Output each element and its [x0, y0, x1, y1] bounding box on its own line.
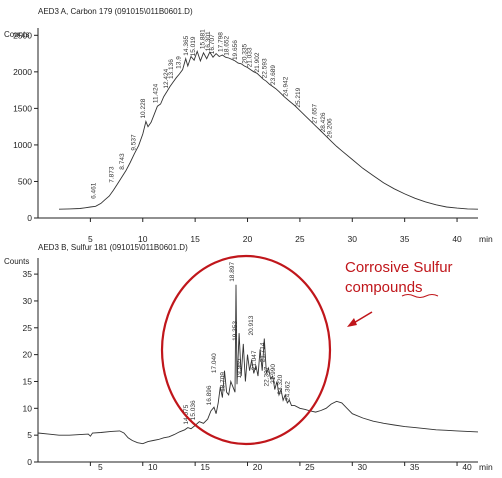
annotation-line-1: Corrosive Sulfur [345, 259, 453, 276]
sulfur-y-axis-label: Counts [4, 257, 29, 266]
carbon-peak-label: 18.652 [224, 35, 231, 55]
sulfur-y-tick-label: 25 [23, 323, 33, 333]
carbon-peak-label: 7.873 [108, 166, 115, 183]
carbon-peak-label: 25.219 [295, 87, 302, 107]
carbon-x-tick-label: 40 [452, 234, 462, 244]
carbon-peak-label: 17.798 [217, 32, 224, 52]
carbon-peak-label: 27.657 [312, 103, 319, 123]
carbon-panel-header: AED3 A, Carbon 179 (091015\011B0601.D) [38, 7, 193, 16]
sulfur-panel: AED3 B, Sulfur 181 (091015\011B0601.D) C… [4, 243, 493, 472]
carbon-peak-label: 12.424 [163, 68, 170, 88]
carbon-y-axis-label: Counts [4, 30, 29, 39]
sulfur-x-tick-label: 35 [410, 462, 420, 472]
carbon-peak-label: 28.426 [320, 112, 327, 132]
carbon-y-tick-label: 1000 [13, 140, 32, 150]
sulfur-y-tick-label: 10 [23, 403, 33, 413]
sulfur-x-tick-label: 10 [148, 462, 158, 472]
carbon-y-tick-label: 2000 [13, 67, 32, 77]
sulfur-peak-label: 14.075 [183, 404, 190, 424]
annotation-line-2: compounds [345, 279, 423, 296]
sulfur-peak-label: 22.307 [264, 366, 271, 386]
carbon-x-tick-label: 10 [138, 234, 148, 244]
carbon-peak-label: 21.033 [247, 47, 254, 67]
carbon-x-tick-label: 15 [190, 234, 200, 244]
carbon-peak-label: 10.228 [140, 98, 147, 118]
carbon-peak-label: 15.881 [200, 29, 207, 49]
carbon-peak-label: 20.335 [242, 43, 249, 63]
carbon-y-tick-label: 1500 [13, 103, 32, 113]
corrosive-sulfur-annotation: Corrosive Sulfur compounds [160, 254, 453, 446]
sulfur-peak-label: 21.714 [259, 342, 266, 362]
sulfur-x-tick-label: 15 [200, 462, 210, 472]
sulfur-peak-label: 20.913 [248, 315, 255, 335]
sulfur-x-tick-label: 5 [98, 462, 103, 472]
sulfur-peak-label: 18.897 [229, 262, 236, 282]
spellcheck-squiggle [401, 294, 439, 298]
carbon-x-ticks: 5 10 15 20 25 30 35 40 [88, 218, 462, 244]
sulfur-peak-label: 21.990 [270, 364, 277, 384]
carbon-x-tick-label: 35 [400, 234, 410, 244]
carbon-peak-label: 14.365 [183, 35, 190, 55]
sulfur-y-tick-label: 5 [27, 430, 32, 440]
sulfur-x-tick-label: 30 [358, 462, 368, 472]
carbon-peak-label: 24.942 [282, 76, 289, 96]
highlight-circle [160, 254, 332, 446]
carbon-peak-label: 23.689 [270, 65, 277, 85]
carbon-x-tick-label: 30 [348, 234, 358, 244]
carbon-peak-label: 29.206 [326, 118, 333, 138]
sulfur-peak-label: 17.040 [211, 353, 218, 373]
sulfur-x-unit: min [479, 462, 493, 472]
annotation-arrowhead [347, 318, 357, 327]
sulfur-peak-label: 21.047 [251, 350, 258, 370]
carbon-peak-label: 22.593 [261, 58, 268, 78]
carbon-y-tick-label: 500 [18, 176, 32, 186]
carbon-peak-label: 16.707 [209, 34, 216, 54]
carbon-x-tick-label: 20 [243, 234, 253, 244]
sulfur-x-tick-label: 40 [462, 462, 472, 472]
sulfur-panel-header: AED3 B, Sulfur 181 (091015\011B0601.D) [38, 243, 188, 252]
sulfur-x-tick-label: 20 [253, 462, 263, 472]
sulfur-peak-label: 23.320 [277, 374, 284, 394]
carbon-y-tick-label: 0 [27, 213, 32, 223]
carbon-peak-label: 16.301 [205, 31, 212, 51]
carbon-peak-label: 13.136 [168, 59, 175, 79]
carbon-trace-line [58, 50, 479, 210]
sulfur-peak-label: 24.362 [284, 381, 291, 401]
carbon-x-tick-label: 25 [295, 234, 305, 244]
carbon-peak-label: 8.743 [119, 153, 126, 170]
sulfur-x-ticks: 5 10 15 20 25 30 35 40 [89, 462, 472, 472]
sulfur-y-tick-label: 15 [23, 376, 33, 386]
sulfur-y-tick-label: 0 [27, 457, 32, 467]
carbon-panel: AED3 A, Carbon 179 (091015\011B0601.D) C… [4, 7, 493, 244]
sulfur-y-tick-label: 35 [23, 269, 33, 279]
carbon-peak-label: 11.424 [152, 83, 159, 103]
sulfur-x-tick-label: 25 [305, 462, 315, 472]
carbon-peak-labels: 6.4617.8738.7439.53710.22811.42412.42413… [91, 29, 334, 199]
sulfur-peak-label: 19.353 [232, 321, 239, 341]
carbon-x-tick-label: 5 [88, 234, 93, 244]
sulfur-trace-line [37, 284, 479, 445]
sulfur-peak-label: 15.036 [190, 400, 197, 420]
carbon-x-unit: min [479, 234, 493, 244]
carbon-peak-label: 21.902 [254, 52, 261, 72]
carbon-peak-label: 19.656 [232, 40, 239, 60]
carbon-peak-label: 15.019 [190, 36, 197, 56]
sulfur-y-ticks: 0 5 10 15 20 25 30 35 [23, 269, 38, 467]
carbon-y-ticks: 0 500 1000 1500 2000 2500 [13, 30, 38, 223]
carbon-peak-label: 13.9 [176, 56, 183, 69]
sulfur-y-tick-label: 20 [23, 350, 33, 360]
sulfur-peak-label: 19.965 [236, 358, 243, 378]
sulfur-peak-label: 18.709 [219, 372, 226, 392]
carbon-peak-label: 9.537 [130, 134, 137, 151]
sulfur-peak-label: 16.896 [206, 385, 213, 405]
carbon-y-tick-label: 2500 [13, 30, 32, 40]
sulfur-y-tick-label: 30 [23, 296, 33, 306]
carbon-peak-label: 6.461 [91, 182, 98, 199]
